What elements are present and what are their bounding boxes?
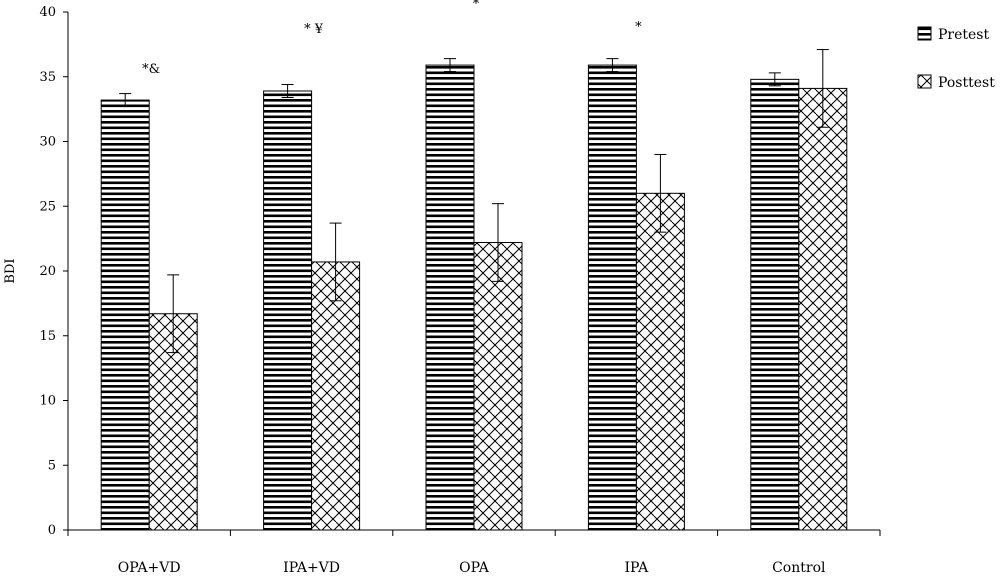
x-category-label: Control: [772, 560, 826, 576]
y-axis-title: BDI: [3, 258, 18, 283]
x-category-label: OPA: [459, 560, 490, 576]
error-bars: [119, 49, 829, 354]
error-bar-pretest: [606, 58, 619, 73]
significance-annotations: *& * ¥ * *: [142, 0, 642, 77]
error-bar-pretest: [444, 58, 456, 73]
bar-pretest-ipa-vd: [263, 90, 313, 531]
bars: [100, 64, 848, 531]
axes: 0 5 10 15 20 25 30 35 40 OPA+VD IPA+VD OPA IPA Contr…: [39, 5, 881, 576]
y-tick-label: 0: [48, 523, 56, 538]
bar-pretest-opa-vd: [100, 99, 150, 531]
bar-posttest-control: [798, 87, 848, 531]
y-tick-label: 20: [39, 264, 56, 279]
y-tick-label: 30: [39, 135, 56, 150]
bar-posttest-ipa-vd: [311, 261, 361, 531]
y-tick-label: 25: [39, 199, 56, 214]
error-bar-posttest: [167, 274, 180, 354]
error-bar-pretest: [768, 72, 781, 87]
y-tick-label: 35: [39, 70, 56, 85]
error-bar-pretest: [281, 84, 294, 98]
x-ticks: OPA+VD IPA+VD OPA IPA Control: [67, 530, 881, 576]
y-tick-label: 15: [39, 329, 56, 344]
error-bar-pretest: [119, 93, 132, 108]
y-tick-label: 10: [39, 394, 56, 409]
significance-annotation: *&: [142, 62, 160, 77]
bar-posttest-opa: [473, 242, 523, 531]
error-bar-posttest: [492, 203, 504, 282]
significance-annotation: * ¥: [304, 22, 324, 37]
bar-pretest-control: [750, 78, 800, 531]
error-bar-posttest: [654, 153, 667, 233]
error-bar-posttest: [329, 222, 342, 302]
bar-posttest-ipa: [635, 192, 685, 531]
significance-annotation: *: [473, 0, 480, 12]
legend: Pretest Posttest: [917, 26, 995, 91]
significance-annotation: *: [635, 20, 642, 35]
error-bar-posttest: [816, 49, 829, 128]
legend-swatch-posttest: [917, 74, 932, 89]
legend-label-posttest: Posttest: [938, 75, 995, 91]
y-tick-label: 5: [48, 458, 56, 473]
x-category-label: OPA+VD: [118, 560, 181, 576]
legend-label-pretest: Pretest: [938, 27, 989, 43]
y-tick-label: 40: [39, 5, 56, 20]
bar-pretest-opa: [425, 64, 475, 531]
bar-pretest-ipa: [587, 64, 637, 531]
x-category-label: IPA+VD: [283, 560, 340, 576]
x-category-label: IPA: [625, 560, 650, 576]
y-ticks: 0 5 10 15 20 25 30 35 40: [39, 5, 68, 538]
legend-swatch-pretest: [917, 26, 932, 41]
